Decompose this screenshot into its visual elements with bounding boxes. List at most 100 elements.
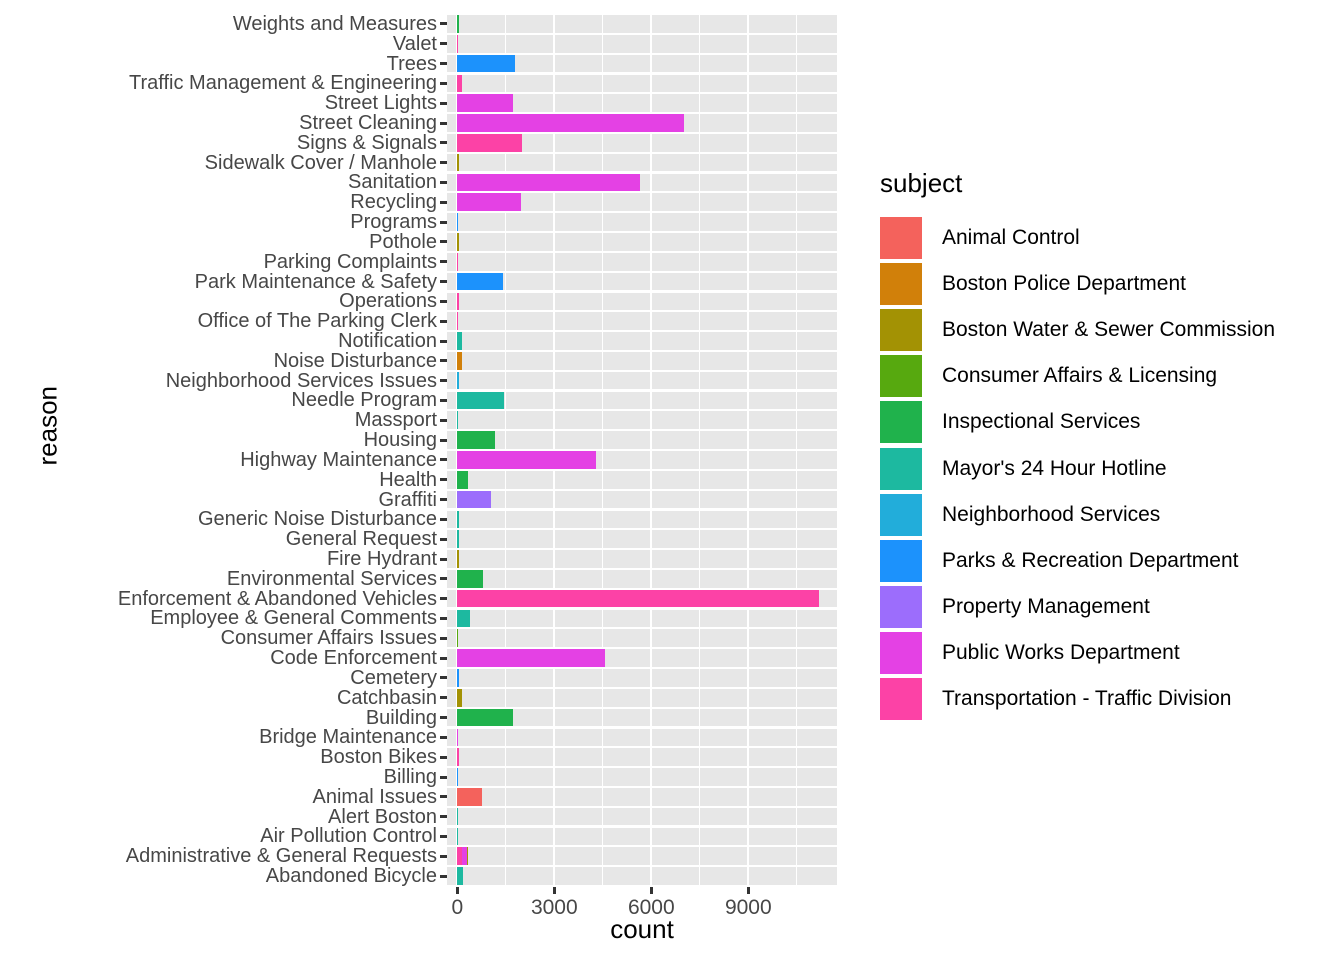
- bar-segment: [457, 589, 820, 608]
- y-tick-mark: [440, 537, 447, 541]
- legend-swatch: [880, 263, 922, 306]
- major-gridline: [553, 14, 556, 886]
- y-tick-label: Boston Bikes: [320, 746, 437, 769]
- legend-swatch: [880, 678, 922, 720]
- bar-segment: [457, 669, 459, 687]
- panel-row-stripe: [447, 332, 837, 350]
- legend-label: Public Works Department: [942, 640, 1180, 664]
- panel-row-stripe: [447, 629, 837, 648]
- bar-segment: [457, 570, 484, 588]
- bar-segment: [457, 54, 516, 73]
- y-tick-label: Street Lights: [324, 92, 437, 115]
- legend-swatch: [880, 217, 922, 259]
- y-tick-label: Bridge Maintenance: [259, 726, 437, 749]
- legend-label: Boston Water & Sewer Commission: [942, 318, 1275, 342]
- y-tick-label: Pothole: [369, 230, 437, 253]
- y-tick-mark: [440, 597, 447, 601]
- bar-segment: [457, 550, 459, 568]
- y-tick-label: Neighborhood Services Issues: [165, 369, 437, 392]
- y-tick-label: Weights and Measures: [232, 12, 437, 35]
- bar-segment: [457, 272, 503, 291]
- y-tick-mark: [440, 616, 447, 620]
- legend-title: subject: [880, 168, 963, 198]
- panel-row-stripe: [447, 74, 837, 93]
- legend-swatch: [880, 631, 922, 674]
- panel-row-stripe: [447, 728, 837, 747]
- panel-row-stripe: [447, 768, 837, 786]
- bar-segment: [457, 748, 459, 766]
- y-tick-mark: [440, 339, 447, 343]
- panel-row-stripe: [447, 134, 837, 152]
- y-tick-label: Massport: [354, 409, 437, 432]
- y-tick-label: Park Maintenance & Safety: [194, 270, 437, 293]
- y-tick-label: Employee & General Comments: [150, 607, 437, 630]
- y-tick-mark: [440, 755, 447, 759]
- bar-segment: [457, 510, 460, 529]
- panel-row-stripe: [447, 609, 837, 628]
- panel-row-stripe: [447, 94, 837, 112]
- legend-swatch: [880, 309, 922, 352]
- panel-row-stripe: [447, 847, 837, 866]
- y-tick-mark: [440, 240, 447, 244]
- x-tick-mark: [649, 887, 653, 894]
- y-tick-mark: [440, 498, 447, 502]
- y-tick-label: Billing: [383, 766, 437, 788]
- y-tick-mark: [440, 676, 447, 680]
- minor-gridline: [699, 14, 701, 886]
- y-tick-label: Notification: [338, 330, 437, 352]
- y-tick-label: Parking Complaints: [263, 250, 437, 273]
- y-tick-mark: [440, 161, 447, 165]
- y-tick-mark: [440, 577, 447, 581]
- x-tick-label: 6000: [627, 896, 675, 919]
- panel-row-stripe: [447, 213, 837, 231]
- bar-segment: [466, 847, 468, 866]
- legend-label: Consumer Affairs & Licensing: [942, 364, 1218, 388]
- legend-label: Property Management: [942, 594, 1150, 618]
- y-tick-label: Highway Maintenance: [240, 448, 437, 471]
- y-tick-label: Valet: [392, 32, 437, 55]
- bar-segment: [457, 391, 504, 410]
- y-tick-mark: [440, 359, 447, 363]
- panel-row-stripe: [447, 193, 837, 212]
- bar-segment: [457, 233, 459, 251]
- y-tick-label: Environmental Services: [226, 567, 437, 590]
- bar-segment: [457, 332, 462, 350]
- legend-swatch: [880, 493, 922, 536]
- legend-swatch: [880, 447, 922, 490]
- legend-label: Animal Control: [942, 226, 1080, 249]
- x-tick-label: 3000: [530, 896, 578, 919]
- bar-segment: [457, 688, 462, 707]
- y-tick-label: Graffiti: [378, 488, 437, 511]
- bar-segment: [457, 490, 491, 509]
- legend-items: Animal Control Boston Police Department Bo…: [880, 217, 1275, 724]
- y-tick-label: Recycling: [350, 191, 437, 214]
- bar-segment: [457, 352, 462, 370]
- bar-segment: [457, 708, 513, 727]
- y-tick-mark: [440, 517, 447, 521]
- minor-gridline: [602, 14, 604, 886]
- bar-segment: [457, 292, 460, 311]
- legend: subject Animal Control Boston Police Depa…: [880, 168, 1275, 724]
- y-tick-mark: [440, 815, 447, 819]
- minor-gridline: [505, 14, 507, 886]
- panel-row-stripe: [447, 807, 837, 826]
- y-tick-mark: [440, 458, 447, 462]
- legend-label: Parks & Recreation Department: [942, 548, 1239, 572]
- y-tick-label: Housing: [363, 429, 437, 452]
- bar-segment: [457, 609, 470, 628]
- panel-row-stripe: [447, 708, 837, 727]
- panel-row-stripe: [447, 431, 837, 449]
- legend-swatch: [880, 401, 922, 444]
- panel-row-stripe: [447, 15, 837, 33]
- bar-segment: [457, 134, 522, 152]
- y-tick-label: Abandoned Bicycle: [265, 865, 437, 888]
- y-tick-label: Health: [379, 468, 437, 491]
- y-tick-mark: [440, 379, 447, 383]
- y-tick-mark: [440, 319, 447, 323]
- panel-row-stripe: [447, 292, 837, 311]
- y-axis-labels: Weights and Measures Valet Trees Traffic Ma…: [0, 0, 447, 960]
- bar-segment: [457, 411, 459, 430]
- y-tick-label: Generic Noise Disturbance: [198, 508, 437, 531]
- y-tick-label: Traffic Management & Engineering: [129, 72, 437, 95]
